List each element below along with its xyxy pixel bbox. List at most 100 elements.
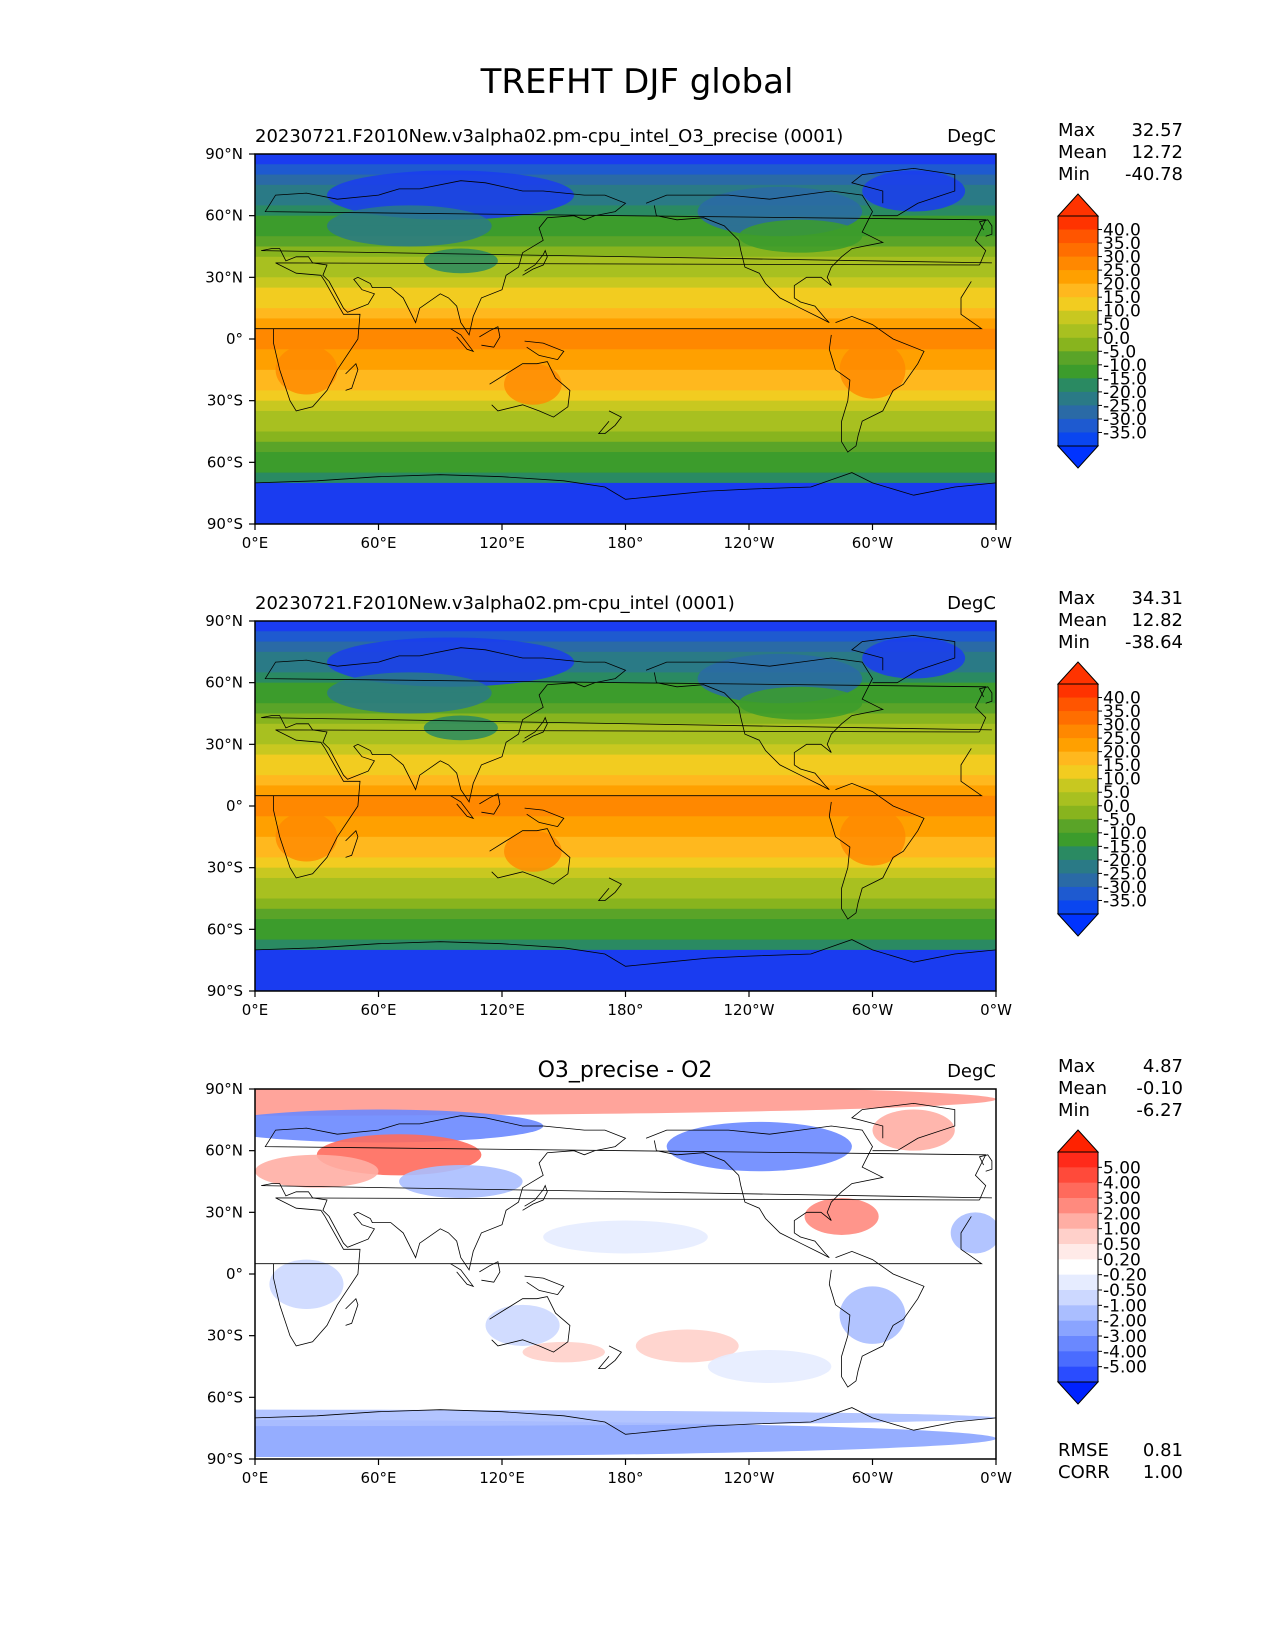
field-anomaly xyxy=(635,1329,739,1363)
colorbar-label: 5.0 xyxy=(1103,783,1130,803)
lon-tick-label: 0°E xyxy=(242,534,269,552)
field-band xyxy=(255,369,996,381)
lon-tick-label: 60°E xyxy=(360,1469,396,1487)
field-band xyxy=(255,287,996,299)
field-band xyxy=(255,184,996,196)
colorbar-label: -0.50 xyxy=(1103,1281,1147,1301)
colorbar-segment xyxy=(1058,697,1098,712)
field-band xyxy=(255,970,996,982)
colorbar-segment xyxy=(1058,819,1098,834)
stat-max-label: Max xyxy=(1058,120,1096,141)
coastline xyxy=(255,939,996,967)
panel-units: DegC xyxy=(947,593,996,614)
lon-tick-label: 180° xyxy=(607,1469,643,1487)
field-anomaly xyxy=(862,170,966,212)
lat-tick-label: 60°N xyxy=(205,674,243,692)
field-band xyxy=(255,723,996,735)
colorbar: 40.035.030.025.020.015.010.05.00.0-5.0-1… xyxy=(1056,193,1147,469)
stat-mean-label: Mean xyxy=(1058,142,1107,163)
axis-ticks: 0°E 60°E 120°E 180° 120°W 60°W 0°W 90°N 60°N 30°N… xyxy=(205,145,1012,552)
stat-min-label: Min xyxy=(1058,164,1090,185)
field-band xyxy=(255,267,996,278)
lat-tick-label: 30°S xyxy=(207,1327,243,1345)
lon-tick-label: 60°E xyxy=(360,534,396,552)
lon-tick-label: 120°E xyxy=(479,534,525,552)
colorbar-label: 40.0 xyxy=(1103,221,1141,241)
field-band xyxy=(255,672,996,684)
stat-min-value: -40.78 xyxy=(1125,164,1183,185)
colorbar-segment xyxy=(1058,859,1098,874)
lon-tick-label: 180° xyxy=(607,534,643,552)
colorbar-label: -25.0 xyxy=(1103,396,1147,416)
field-band xyxy=(255,754,996,766)
colorbar-segment xyxy=(1058,1198,1098,1214)
coastline xyxy=(978,1154,993,1172)
field-band xyxy=(255,826,996,838)
field-band xyxy=(255,641,996,653)
lon-tick-label: 60°W xyxy=(852,1001,894,1019)
field-anomaly xyxy=(423,248,498,274)
field-anomaly xyxy=(275,812,338,862)
colorbar-label: -10.0 xyxy=(1103,356,1147,376)
field-band xyxy=(255,174,996,186)
field-anomaly xyxy=(255,1089,996,1116)
coastline xyxy=(345,829,359,858)
field-band xyxy=(255,441,996,453)
field-band xyxy=(255,908,996,920)
field-band xyxy=(255,277,996,289)
coastline xyxy=(261,647,992,803)
colorbar-label: -0.20 xyxy=(1103,1266,1147,1286)
field-anomaly xyxy=(950,1212,996,1254)
colorbar-segment xyxy=(1058,751,1098,766)
colorbar-label: -25.0 xyxy=(1103,864,1147,884)
field-band xyxy=(255,246,996,258)
field-anomaly xyxy=(485,1304,560,1346)
field-band xyxy=(255,816,996,828)
colorbar-extend-max xyxy=(1056,661,1100,685)
colorbar-label: -35.0 xyxy=(1103,891,1147,911)
side-panel-1: Max 34.31 Mean 12.82 Min -38.64 40.035.0… xyxy=(1056,588,1183,937)
field-band xyxy=(255,318,996,330)
field-anomaly xyxy=(839,1286,906,1344)
field-anomaly xyxy=(255,1109,544,1143)
colorbar-frame xyxy=(1057,215,1099,447)
lat-tick-label: 90°S xyxy=(207,515,243,533)
colorbar-label: 25.0 xyxy=(1103,729,1141,749)
coastline xyxy=(522,1184,548,1211)
colorbar-segment xyxy=(1058,832,1098,847)
colorbar-frame xyxy=(1057,683,1099,915)
coastline xyxy=(450,1263,475,1288)
coastline xyxy=(261,1115,992,1271)
coastline xyxy=(597,410,623,434)
coastline xyxy=(450,795,475,820)
coastline xyxy=(489,361,571,418)
lon-tick-label: 180° xyxy=(607,1001,643,1019)
lat-tick-label: 90°N xyxy=(205,612,243,630)
colorbar-label: 3.00 xyxy=(1103,1189,1141,1209)
map-field xyxy=(255,621,996,991)
colorbar-label: -2.00 xyxy=(1103,1312,1147,1332)
field-band xyxy=(255,847,996,858)
field-band xyxy=(255,297,996,309)
colorbar-label: 20.0 xyxy=(1103,743,1141,763)
side-panel-0: Max 32.57 Mean 12.72 Min -40.78 40.035.0… xyxy=(1056,120,1183,469)
colorbar-segment xyxy=(1058,765,1098,780)
lat-tick-label: 0° xyxy=(226,797,243,815)
field-anomaly xyxy=(504,830,562,872)
lat-tick-label: 60°N xyxy=(205,1142,243,1160)
axis-ticks: 0°E 60°E 120°E 180° 120°W 60°W 0°W 90°N 60°N 30°N… xyxy=(205,612,1012,1019)
field-band xyxy=(255,929,996,941)
field-band xyxy=(255,205,996,217)
colorbar: 40.035.030.025.020.015.010.05.00.0-5.0-1… xyxy=(1056,661,1147,937)
coastline xyxy=(522,249,548,276)
field-band xyxy=(255,692,996,704)
field-band xyxy=(255,339,996,350)
coastline xyxy=(255,472,996,500)
panel-units: DegC xyxy=(947,126,996,147)
colorbar-segment xyxy=(1058,364,1098,379)
colorbar-frame xyxy=(1057,1151,1099,1383)
lon-tick-label: 60°W xyxy=(852,1469,894,1487)
field-band xyxy=(255,215,996,227)
field-band xyxy=(255,662,996,673)
